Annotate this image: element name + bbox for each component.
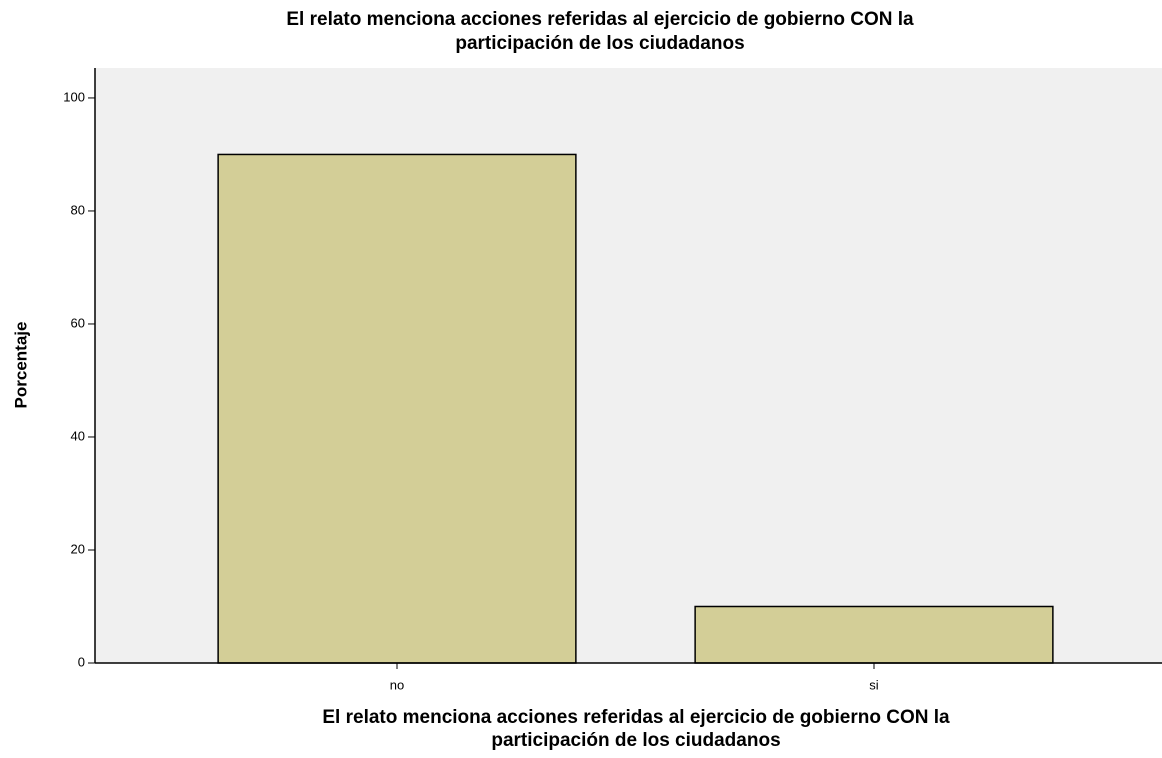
y-tick-label: 60 [71,315,85,330]
y-tick-label: 0 [78,654,85,669]
y-tick-label: 40 [71,428,85,443]
x-axis-label: participación de los ciudadanos [491,730,780,751]
x-tick-label: si [869,677,879,692]
y-tick-label: 80 [71,202,85,217]
chart-title: El relato menciona acciones referidas al… [286,9,914,30]
bar [217,153,577,664]
y-tick-label: 100 [63,89,85,104]
bar [694,605,1054,664]
y-tick-label: 20 [71,541,85,556]
x-tick-label: no [390,677,404,692]
x-axis-label: El relato menciona acciones referidas al… [322,707,950,728]
chart-title: participación de los ciudadanos [455,33,744,54]
y-axis-label: Porcentaje [11,322,30,409]
